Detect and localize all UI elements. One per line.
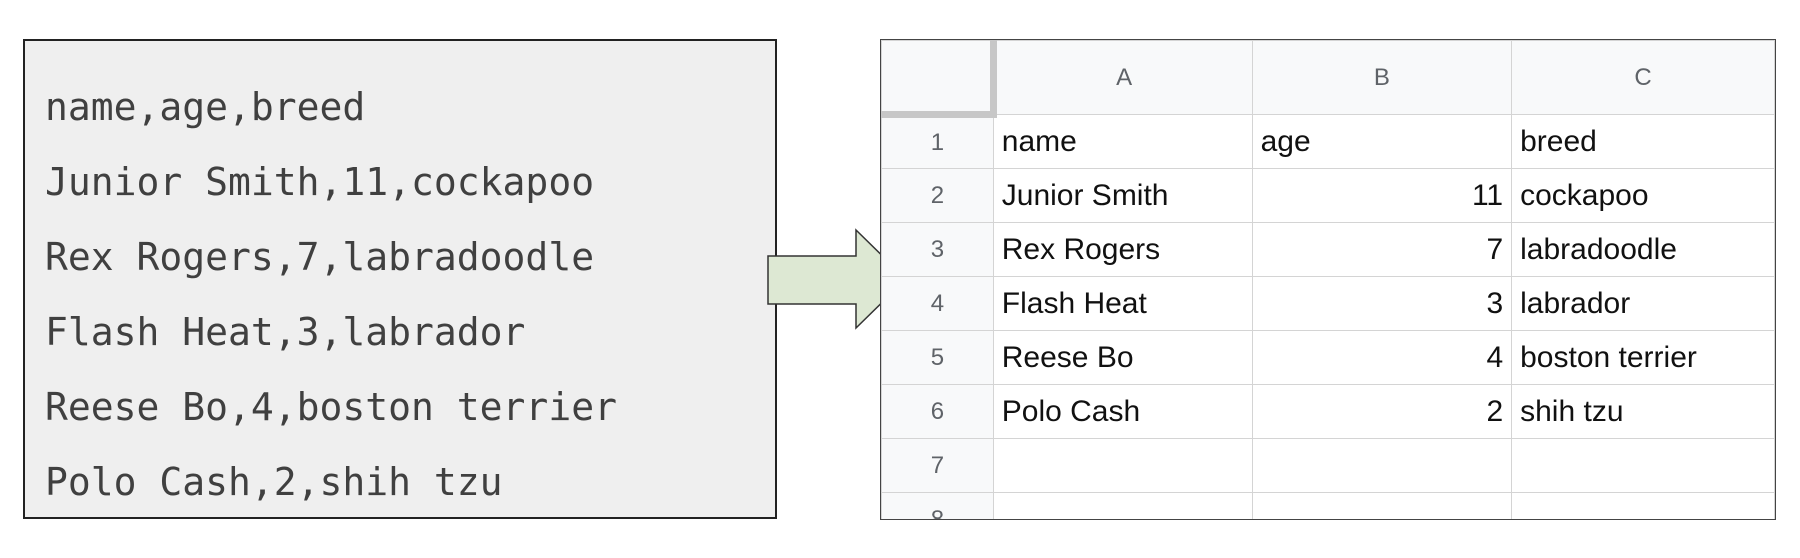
cell[interactable] xyxy=(1251,438,1513,493)
cell[interactable]: Junior Smith xyxy=(992,168,1253,223)
row-header[interactable]: 3 xyxy=(881,222,994,277)
cell[interactable]: 3 xyxy=(1251,276,1513,331)
csv-text-panel: name,age,breed Junior Smith,11,cockapoo … xyxy=(23,39,777,519)
row-header[interactable]: 8 xyxy=(881,492,994,519)
cell[interactable] xyxy=(992,438,1253,493)
cell[interactable]: age xyxy=(1251,114,1513,169)
cell[interactable]: 11 xyxy=(1251,168,1513,223)
column-header-row: A B C xyxy=(881,40,1775,118)
table-row: 6 Polo Cash 2 shih tzu xyxy=(881,384,1775,439)
csv-line: Rex Rogers,7,labradoodle xyxy=(45,235,595,279)
cell[interactable]: shih tzu xyxy=(1511,384,1775,439)
csv-line: Flash Heat,3,labrador xyxy=(45,310,526,354)
column-header-a[interactable]: A xyxy=(992,40,1253,115)
cell[interactable] xyxy=(992,492,1253,519)
row-header[interactable]: 5 xyxy=(881,330,994,385)
table-row: 7 xyxy=(881,438,1775,493)
table-row: 4 Flash Heat 3 labrador xyxy=(881,276,1775,331)
cell[interactable]: boston terrier xyxy=(1511,330,1775,385)
row-header[interactable]: 6 xyxy=(881,384,994,439)
cell[interactable]: Flash Heat xyxy=(992,276,1253,331)
cell[interactable]: Rex Rogers xyxy=(992,222,1253,277)
cell[interactable]: labradoodle xyxy=(1511,222,1775,277)
cell[interactable]: 2 xyxy=(1251,384,1513,439)
cell[interactable]: name xyxy=(992,114,1253,169)
cell[interactable]: 7 xyxy=(1251,222,1513,277)
table-row: 1 name age breed xyxy=(881,114,1775,169)
row-header[interactable]: 2 xyxy=(881,168,994,223)
cell[interactable]: Reese Bo xyxy=(992,330,1253,385)
row-header[interactable]: 1 xyxy=(881,114,994,169)
table-row: 5 Reese Bo 4 boston terrier xyxy=(881,330,1775,385)
spreadsheet-grid: A B C 1 name age breed 2 Junior Smith 11… xyxy=(881,40,1775,519)
table-row: 3 Rex Rogers 7 labradoodle xyxy=(881,222,1775,277)
spreadsheet-view: A B C 1 name age breed 2 Junior Smith 11… xyxy=(880,39,1776,520)
csv-line: name,age,breed xyxy=(45,85,366,129)
cell[interactable]: cockapoo xyxy=(1511,168,1775,223)
csv-line: Junior Smith,11,cockapoo xyxy=(45,160,595,204)
csv-line: Reese Bo,4,boston terrier xyxy=(45,385,617,429)
table-row: 2 Junior Smith 11 cockapoo xyxy=(881,168,1775,223)
table-row: 8 xyxy=(881,492,1775,519)
select-all-corner[interactable] xyxy=(881,40,997,118)
cell[interactable] xyxy=(1511,438,1775,493)
row-header[interactable]: 4 xyxy=(881,276,994,331)
column-header-b[interactable]: B xyxy=(1251,40,1513,115)
cell[interactable]: Polo Cash xyxy=(992,384,1253,439)
row-header[interactable]: 7 xyxy=(881,438,994,493)
column-header-c[interactable]: C xyxy=(1511,40,1775,115)
cell[interactable]: breed xyxy=(1511,114,1775,169)
cell[interactable] xyxy=(1511,492,1775,519)
cell[interactable]: 4 xyxy=(1251,330,1513,385)
csv-line: Polo Cash,2,shih tzu xyxy=(45,460,503,504)
cell[interactable]: labrador xyxy=(1511,276,1775,331)
cell[interactable] xyxy=(1251,492,1513,519)
